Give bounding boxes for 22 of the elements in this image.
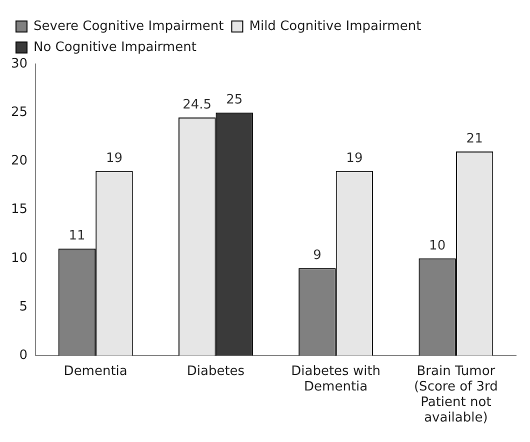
x-tick-label: Brain Tumor (Score of 3rd Patient not available) (414, 364, 498, 426)
y-tick-label: 10 (10, 250, 28, 266)
y-tick-label: 30 (10, 56, 28, 72)
y-tick-label: 0 (19, 348, 28, 363)
y-tick-label: 25 (10, 104, 28, 120)
legend-label: Mild Cognitive Impairment (249, 18, 422, 34)
legend-label: No Cognitive Impairment (34, 40, 196, 55)
y-tick-label: 15 (10, 202, 28, 218)
data-label: 24.5 (182, 97, 212, 112)
data-label: 25 (226, 92, 243, 108)
y-tick-label: 20 (10, 154, 28, 169)
data-label: 10 (429, 238, 446, 254)
y-tick-label: 5 (19, 299, 28, 314)
legend-label: Severe Cognitive Impairment (34, 18, 224, 34)
x-tick-label: Diabetes with Dementia (291, 364, 381, 394)
data-label: 9 (313, 248, 322, 263)
data-label: 21 (466, 131, 483, 146)
data-label: 11 (68, 228, 86, 244)
x-tick-label: Dementia (64, 364, 128, 379)
data-label: 19 (106, 150, 122, 166)
data-label: 19 (346, 150, 363, 166)
x-tick-label: Diabetes (186, 364, 245, 379)
